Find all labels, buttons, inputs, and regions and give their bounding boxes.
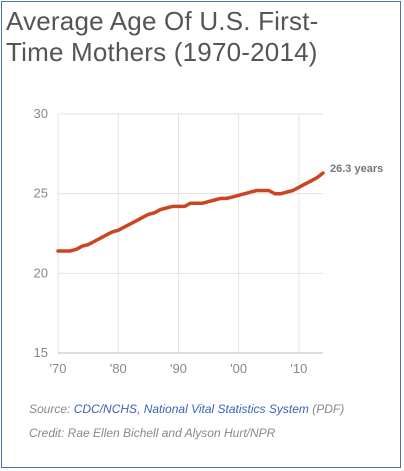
source-suffix: (PDF) [308, 402, 345, 416]
data-point [231, 196, 234, 198]
data-point [201, 202, 204, 205]
data-point [261, 189, 264, 192]
data-point [177, 205, 180, 208]
data-point [105, 234, 107, 236]
data-point [274, 192, 276, 195]
x-tick-label: '10 [290, 361, 307, 376]
data-point [219, 197, 222, 200]
data-point [129, 223, 132, 225]
x-tick-label: '80 [110, 361, 127, 376]
data-point [255, 189, 258, 192]
data-point [75, 248, 77, 251]
data-point [207, 200, 210, 203]
data-point [310, 180, 312, 182]
data-point [292, 189, 294, 192]
data-point [213, 199, 216, 201]
data-point [141, 216, 144, 219]
source-link[interactable]: CDC/NCHS, National Vital Statistics Syst… [73, 402, 309, 416]
data-point [99, 237, 101, 240]
data-point [316, 176, 318, 179]
end-value-label: 26.3 years [330, 163, 383, 175]
data-point [123, 226, 126, 228]
data-point [81, 245, 83, 248]
chart-title: Average Age Of U.S. First- Time Mothers … [6, 6, 391, 68]
data-point [304, 183, 306, 185]
data-point [69, 250, 71, 252]
chart-title-line-2: Time Mothers (1970-2014) [6, 37, 318, 67]
data-point [298, 186, 300, 189]
data-point [159, 208, 162, 211]
data-point [249, 191, 252, 193]
y-tick-label: 30 [34, 106, 48, 121]
data-point [63, 250, 65, 252]
data-point [147, 213, 150, 216]
data-point [195, 202, 198, 205]
data-point [117, 229, 120, 232]
data-point [87, 243, 89, 246]
source-prefix: Source: [29, 402, 74, 416]
data-point [243, 192, 246, 195]
line-chart: 15 20 25 30 '70 '80 '90 '00 '10 26.3 years [34, 106, 384, 376]
x-tick-label: '70 [50, 361, 67, 376]
data-point [57, 250, 59, 252]
chart-credit: Credit: Rae Ellen Bichell and Alyson Hur… [29, 426, 276, 440]
chart-grid [57, 113, 323, 354]
data-point [171, 205, 174, 208]
chart-source: Source: CDC/NCHS, National Vital Statist… [29, 402, 344, 416]
x-tick-label: '90 [170, 361, 187, 376]
data-point [111, 231, 114, 233]
x-axis-ticks: '70 '80 '90 '00 '10 [50, 361, 308, 376]
data-point [322, 172, 324, 174]
data-point [267, 189, 270, 192]
x-tick-label: '00 [230, 361, 247, 376]
data-point [153, 211, 156, 214]
y-tick-label: 20 [34, 265, 48, 280]
y-tick-label: 25 [34, 186, 48, 201]
data-point [189, 202, 192, 205]
data-point [165, 207, 168, 209]
data-point [93, 240, 95, 243]
data-point [183, 205, 186, 208]
data-point [280, 192, 282, 195]
chart-title-line-1: Average Age Of U.S. First- [6, 6, 319, 36]
y-axis-ticks: 15 20 25 30 [34, 106, 48, 360]
series-line [56, 171, 325, 253]
data-point [225, 197, 228, 200]
chart-series [56, 171, 325, 253]
data-point [237, 194, 240, 197]
y-tick-label: 15 [34, 345, 48, 360]
data-point [286, 191, 288, 193]
data-point [135, 219, 138, 222]
